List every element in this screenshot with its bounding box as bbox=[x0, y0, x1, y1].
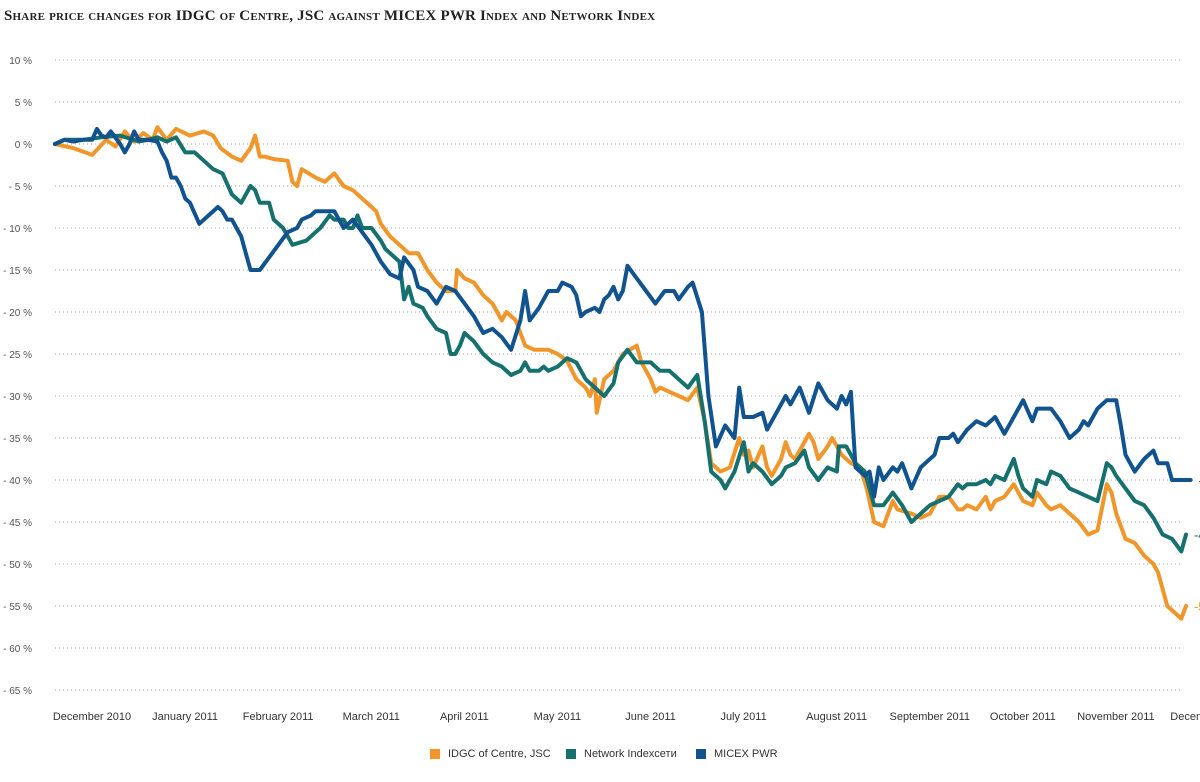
legend-item: MICEX PWR bbox=[696, 748, 778, 760]
x-tick-label: April 2011 bbox=[440, 711, 489, 723]
y-tick-label: - 45 % bbox=[3, 518, 32, 529]
y-tick-label: 10 % bbox=[9, 56, 32, 67]
y-tick-label: - 40 % bbox=[3, 476, 32, 487]
x-tick-label: September 2011 bbox=[889, 711, 970, 723]
legend-swatch bbox=[566, 749, 576, 759]
grid bbox=[55, 59, 1180, 691]
x-tick-label: October 2011 bbox=[990, 711, 1056, 723]
series-end-labels: -55 % -47 % -40 % bbox=[1194, 473, 1200, 614]
legend-label: Network Indexсети bbox=[584, 748, 677, 760]
y-tick-label: - 65 % bbox=[3, 686, 32, 697]
y-tick-label: - 5 % bbox=[9, 182, 32, 193]
x-tick-label: December 2011 bbox=[1170, 711, 1200, 723]
series-lines bbox=[53, 125, 1193, 621]
x-tick-label: December 2010 bbox=[53, 711, 131, 723]
x-tick-label: July 2011 bbox=[720, 711, 766, 723]
series-end-label: -55 % bbox=[1194, 599, 1200, 614]
x-tick-label: February 2011 bbox=[243, 711, 314, 723]
y-axis-ticks: 10 % 5 % 0 % - 5 % - 10 % - 15 % - 20 % - 25 % -… bbox=[3, 56, 32, 697]
y-tick-label: - 60 % bbox=[3, 644, 32, 655]
x-tick-label: August 2011 bbox=[806, 711, 867, 723]
legend-swatch bbox=[696, 749, 706, 759]
y-tick-label: - 25 % bbox=[3, 350, 32, 361]
y-tick-label: 0 % bbox=[15, 140, 32, 151]
y-tick-label: 5 % bbox=[15, 98, 32, 109]
series-line-1 bbox=[53, 133, 1188, 554]
legend-item: IDGC of Centre, JSC bbox=[430, 748, 551, 760]
x-tick-label: November 2011 bbox=[1077, 711, 1154, 723]
y-tick-label: - 20 % bbox=[3, 308, 32, 319]
y-tick-label: - 50 % bbox=[3, 560, 32, 571]
chart-title: Share price changes for IDGC of Centre, … bbox=[4, 8, 656, 24]
y-tick-label: - 15 % bbox=[3, 266, 32, 277]
y-tick-label: - 35 % bbox=[3, 434, 32, 445]
x-axis-ticks: December 2010 January 2011 February 2011 Ma… bbox=[53, 711, 1200, 723]
legend-item: Network Indexсети bbox=[566, 748, 677, 760]
legend-swatch bbox=[430, 749, 440, 759]
x-tick-label: March 2011 bbox=[343, 711, 400, 723]
y-tick-label: - 30 % bbox=[3, 392, 32, 403]
x-tick-label: January 2011 bbox=[152, 711, 218, 723]
legend: IDGC of Centre, JSC Network Indexсети MICE… bbox=[0, 748, 1200, 768]
series-line-2 bbox=[53, 126, 1193, 499]
series-line-0 bbox=[53, 125, 1188, 621]
legend-label: IDGC of Centre, JSC bbox=[448, 748, 551, 760]
series-end-label: -47 % bbox=[1194, 528, 1200, 543]
x-tick-label: May 2011 bbox=[534, 711, 582, 723]
y-tick-label: - 55 % bbox=[3, 602, 32, 613]
y-tick-label: - 10 % bbox=[3, 224, 32, 235]
series-end-label: -40 % bbox=[1199, 473, 1200, 488]
x-tick-label: June 2011 bbox=[625, 711, 676, 723]
legend-label: MICEX PWR bbox=[714, 748, 778, 760]
